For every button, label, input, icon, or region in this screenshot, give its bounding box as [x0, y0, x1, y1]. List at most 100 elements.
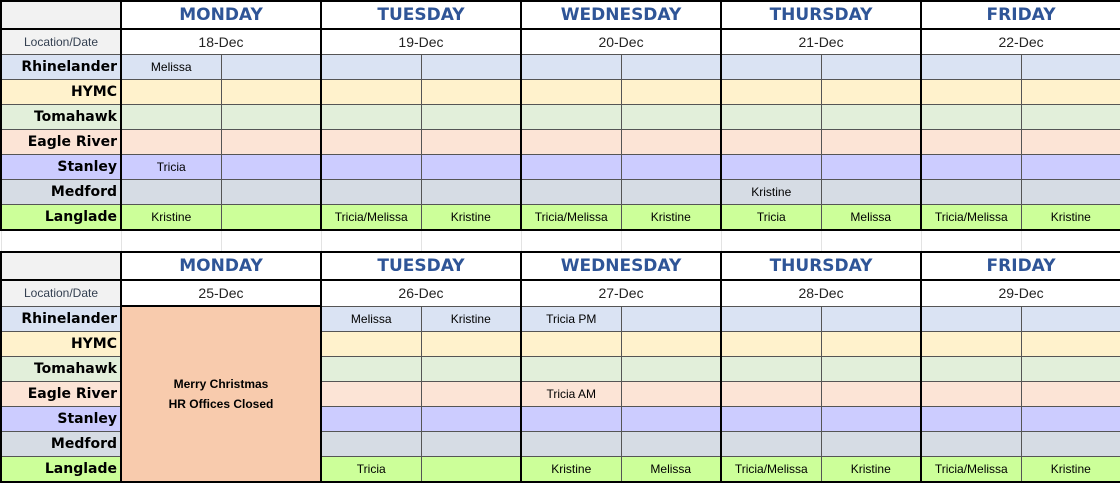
- empty-cell[interactable]: [620, 230, 722, 252]
- location-date-header[interactable]: Location/Date: [0, 28, 122, 55]
- schedule-cell[interactable]: [420, 129, 522, 155]
- schedule-cell[interactable]: Kristine: [1020, 204, 1120, 231]
- schedule-cell[interactable]: [420, 154, 522, 180]
- schedule-cell[interactable]: [720, 54, 822, 80]
- schedule-cell[interactable]: [320, 330, 422, 357]
- empty-cell[interactable]: [720, 230, 822, 252]
- date-cell[interactable]: 20-Dec: [519, 28, 723, 55]
- schedule-cell[interactable]: Melissa: [320, 305, 422, 332]
- schedule-cell[interactable]: [420, 405, 522, 432]
- date-cell[interactable]: 28-Dec: [720, 279, 923, 307]
- schedule-cell[interactable]: [320, 430, 422, 457]
- holiday-closed-cell[interactable]: Merry Christmas HR Offices Closed: [120, 305, 322, 483]
- schedule-cell[interactable]: Tricia: [120, 154, 222, 180]
- schedule-cell[interactable]: [820, 79, 923, 105]
- schedule-cell[interactable]: [320, 154, 422, 180]
- location-label[interactable]: Rhinelander: [0, 305, 122, 332]
- schedule-cell[interactable]: Tricia: [720, 204, 822, 231]
- schedule-cell[interactable]: [1020, 305, 1120, 332]
- corner-cell[interactable]: [0, 251, 122, 281]
- schedule-cell[interactable]: [420, 104, 522, 130]
- schedule-cell[interactable]: [320, 380, 422, 407]
- schedule-cell[interactable]: [120, 179, 222, 205]
- schedule-cell[interactable]: [920, 104, 1022, 130]
- location-label[interactable]: Stanley: [0, 154, 122, 180]
- empty-cell[interactable]: [320, 230, 421, 252]
- schedule-cell[interactable]: [120, 79, 222, 105]
- empty-cell[interactable]: [0, 230, 121, 252]
- schedule-cell[interactable]: [620, 79, 723, 105]
- schedule-cell[interactable]: [220, 79, 322, 105]
- schedule-cell[interactable]: [1020, 430, 1120, 457]
- schedule-cell[interactable]: [720, 305, 822, 332]
- schedule-cell[interactable]: [520, 330, 622, 357]
- schedule-cell[interactable]: [920, 405, 1022, 432]
- schedule-cell[interactable]: [620, 129, 723, 155]
- schedule-cell[interactable]: [420, 79, 522, 105]
- empty-cell[interactable]: [520, 230, 621, 252]
- schedule-cell[interactable]: [820, 54, 923, 80]
- schedule-cell[interactable]: Tricia/Melissa: [920, 204, 1022, 231]
- empty-cell[interactable]: [220, 230, 321, 252]
- schedule-cell[interactable]: [820, 330, 923, 357]
- schedule-cell[interactable]: [820, 154, 923, 180]
- schedule-cell[interactable]: [420, 179, 522, 205]
- day-name-thursday[interactable]: THURSDAY: [720, 0, 923, 30]
- schedule-cell[interactable]: [620, 330, 723, 357]
- schedule-cell[interactable]: [520, 430, 622, 457]
- schedule-cell[interactable]: [120, 104, 222, 130]
- empty-cell[interactable]: [420, 230, 521, 252]
- schedule-cell[interactable]: [220, 204, 322, 231]
- schedule-cell[interactable]: Tricia/Melissa: [320, 204, 422, 231]
- schedule-cell[interactable]: [720, 380, 822, 407]
- schedule-cell[interactable]: [320, 104, 422, 130]
- schedule-cell[interactable]: [920, 179, 1022, 205]
- schedule-cell[interactable]: [420, 54, 522, 80]
- day-name-friday[interactable]: FRIDAY: [920, 0, 1120, 30]
- schedule-cell[interactable]: [720, 154, 822, 180]
- schedule-cell[interactable]: [320, 79, 422, 105]
- schedule-cell[interactable]: [420, 430, 522, 457]
- schedule-cell[interactable]: [220, 154, 322, 180]
- schedule-cell[interactable]: [1020, 380, 1120, 407]
- date-cell[interactable]: 27-Dec: [519, 279, 723, 307]
- schedule-cell[interactable]: [220, 179, 322, 205]
- schedule-cell[interactable]: [720, 405, 822, 432]
- schedule-cell[interactable]: [1020, 104, 1120, 130]
- location-label[interactable]: Tomahawk: [0, 104, 122, 130]
- location-label[interactable]: Eagle River: [0, 129, 122, 155]
- schedule-cell[interactable]: [820, 380, 923, 407]
- schedule-cell[interactable]: Kristine: [620, 204, 723, 231]
- schedule-cell[interactable]: Kristine: [1020, 455, 1120, 483]
- schedule-cell[interactable]: [720, 79, 822, 105]
- schedule-cell[interactable]: [520, 79, 622, 105]
- schedule-cell[interactable]: Tricia/Melissa: [720, 455, 822, 483]
- location-label[interactable]: HYMC: [0, 79, 122, 105]
- schedule-cell[interactable]: Melissa: [820, 204, 923, 231]
- schedule-cell[interactable]: [920, 380, 1022, 407]
- schedule-cell[interactable]: [520, 104, 622, 130]
- schedule-cell[interactable]: [620, 104, 723, 130]
- schedule-cell[interactable]: [120, 129, 222, 155]
- schedule-cell[interactable]: [520, 54, 622, 80]
- location-label[interactable]: Medford: [0, 179, 122, 205]
- schedule-cell[interactable]: [320, 129, 422, 155]
- schedule-cell[interactable]: [1020, 54, 1120, 80]
- schedule-cell[interactable]: [1020, 179, 1120, 205]
- location-label[interactable]: Langlade: [0, 455, 122, 483]
- schedule-cell[interactable]: Tricia/Melissa: [520, 204, 622, 231]
- day-name-wednesday[interactable]: WEDNESDAY: [519, 0, 723, 30]
- corner-cell[interactable]: [0, 0, 122, 30]
- schedule-cell[interactable]: [820, 305, 923, 332]
- schedule-cell[interactable]: [920, 154, 1022, 180]
- schedule-cell[interactable]: [920, 305, 1022, 332]
- location-date-header[interactable]: Location/Date: [0, 279, 122, 307]
- schedule-cell[interactable]: [420, 330, 522, 357]
- schedule-cell[interactable]: [620, 305, 723, 332]
- schedule-cell[interactable]: Kristine: [820, 455, 923, 483]
- schedule-cell[interactable]: Kristine: [420, 204, 522, 231]
- schedule-cell[interactable]: [920, 54, 1022, 80]
- schedule-cell[interactable]: [920, 330, 1022, 357]
- schedule-cell[interactable]: [520, 154, 622, 180]
- day-name-tuesday[interactable]: TUESDAY: [320, 251, 522, 281]
